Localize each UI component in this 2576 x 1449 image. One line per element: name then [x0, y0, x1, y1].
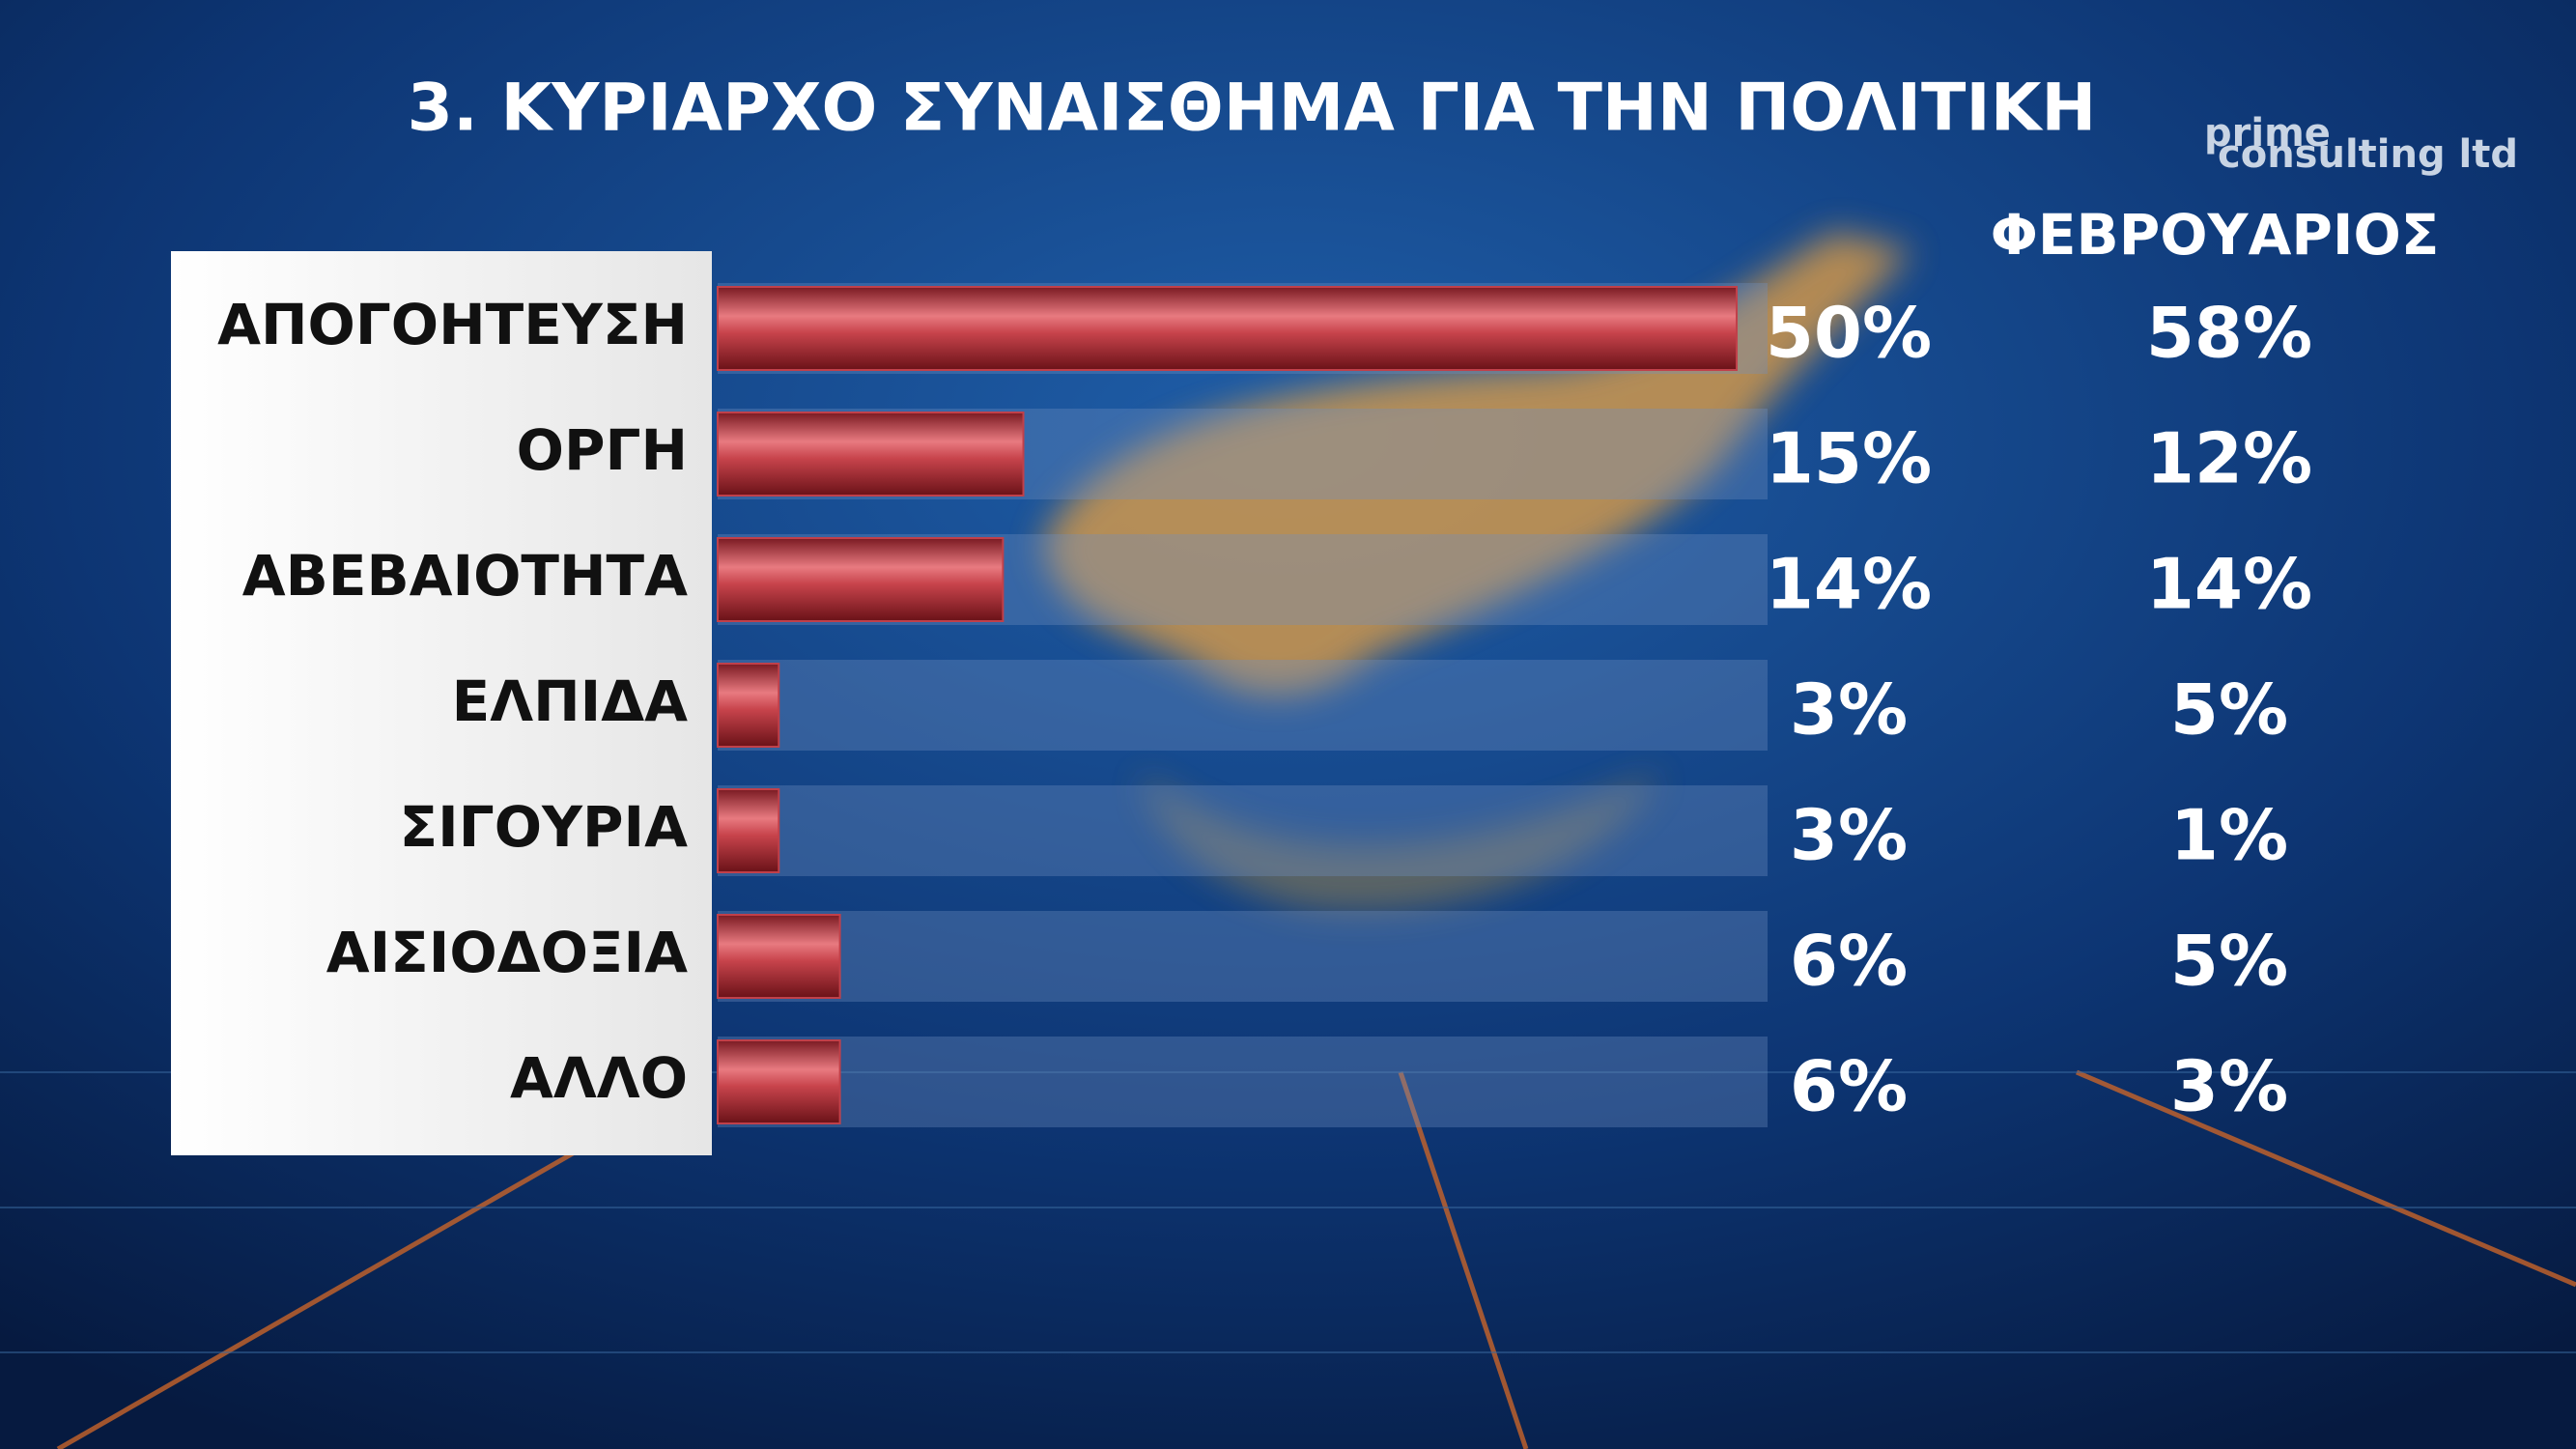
category-label: ΟΡΓΗ — [517, 417, 688, 483]
comparison-value: 14% — [2146, 544, 2312, 625]
value-label: 6% — [1790, 921, 1908, 1002]
bar — [717, 663, 780, 748]
logo-text: prime — [2204, 111, 2331, 156]
category-label: ΑΙΣΙΟΔΟΞΙΑ — [326, 920, 688, 985]
label-panel — [171, 251, 712, 1155]
value-label: 14% — [1766, 544, 1932, 625]
bar — [717, 788, 780, 873]
bar — [717, 1039, 841, 1124]
comparison-value: 12% — [2146, 418, 2312, 499]
comparison-value: 5% — [2170, 669, 2288, 751]
floor-lines — [56, 1069, 2576, 1449]
bar-track — [718, 1037, 1768, 1127]
bar-track — [718, 660, 1768, 751]
comparison-value: 3% — [2170, 1046, 2288, 1127]
category-label: ΕΛΠΙΔΑ — [452, 668, 689, 734]
comparison-value: 5% — [2170, 921, 2288, 1002]
category-label: ΑΒΕΒΑΙΟΤΗΤΑ — [242, 543, 688, 609]
bar-track — [718, 785, 1768, 876]
bar — [717, 914, 841, 999]
category-label: ΑΛΛΟ — [510, 1045, 688, 1111]
category-label: ΑΠΟΓΟΗΤΕΥΣΗ — [217, 292, 688, 357]
value-label: 3% — [1790, 669, 1908, 751]
logo-text: consulting ltd — [2218, 132, 2518, 177]
comparison-value: 1% — [2170, 795, 2288, 876]
bar-track — [718, 911, 1768, 1002]
bar — [717, 286, 1738, 371]
value-label: 50% — [1766, 293, 1932, 374]
bar — [717, 412, 1025, 497]
column-header: ΦΕΒΡΟΥΑΡΙΟΣ — [1991, 202, 2440, 268]
value-label: 6% — [1790, 1046, 1908, 1127]
chart-title: 3. ΚΥΡΙΑΡΧΟ ΣΥΝΑΙΣΘΗΜΑ ΓΙΑ ΤΗΝ ΠΟΛΙΤΙΚΗ — [408, 71, 2097, 147]
bar — [717, 537, 1005, 622]
value-label: 3% — [1790, 795, 1908, 876]
value-label: 15% — [1766, 418, 1932, 499]
comparison-value: 58% — [2146, 293, 2312, 374]
category-label: ΣΙΓΟΥΡΙΑ — [400, 794, 689, 860]
